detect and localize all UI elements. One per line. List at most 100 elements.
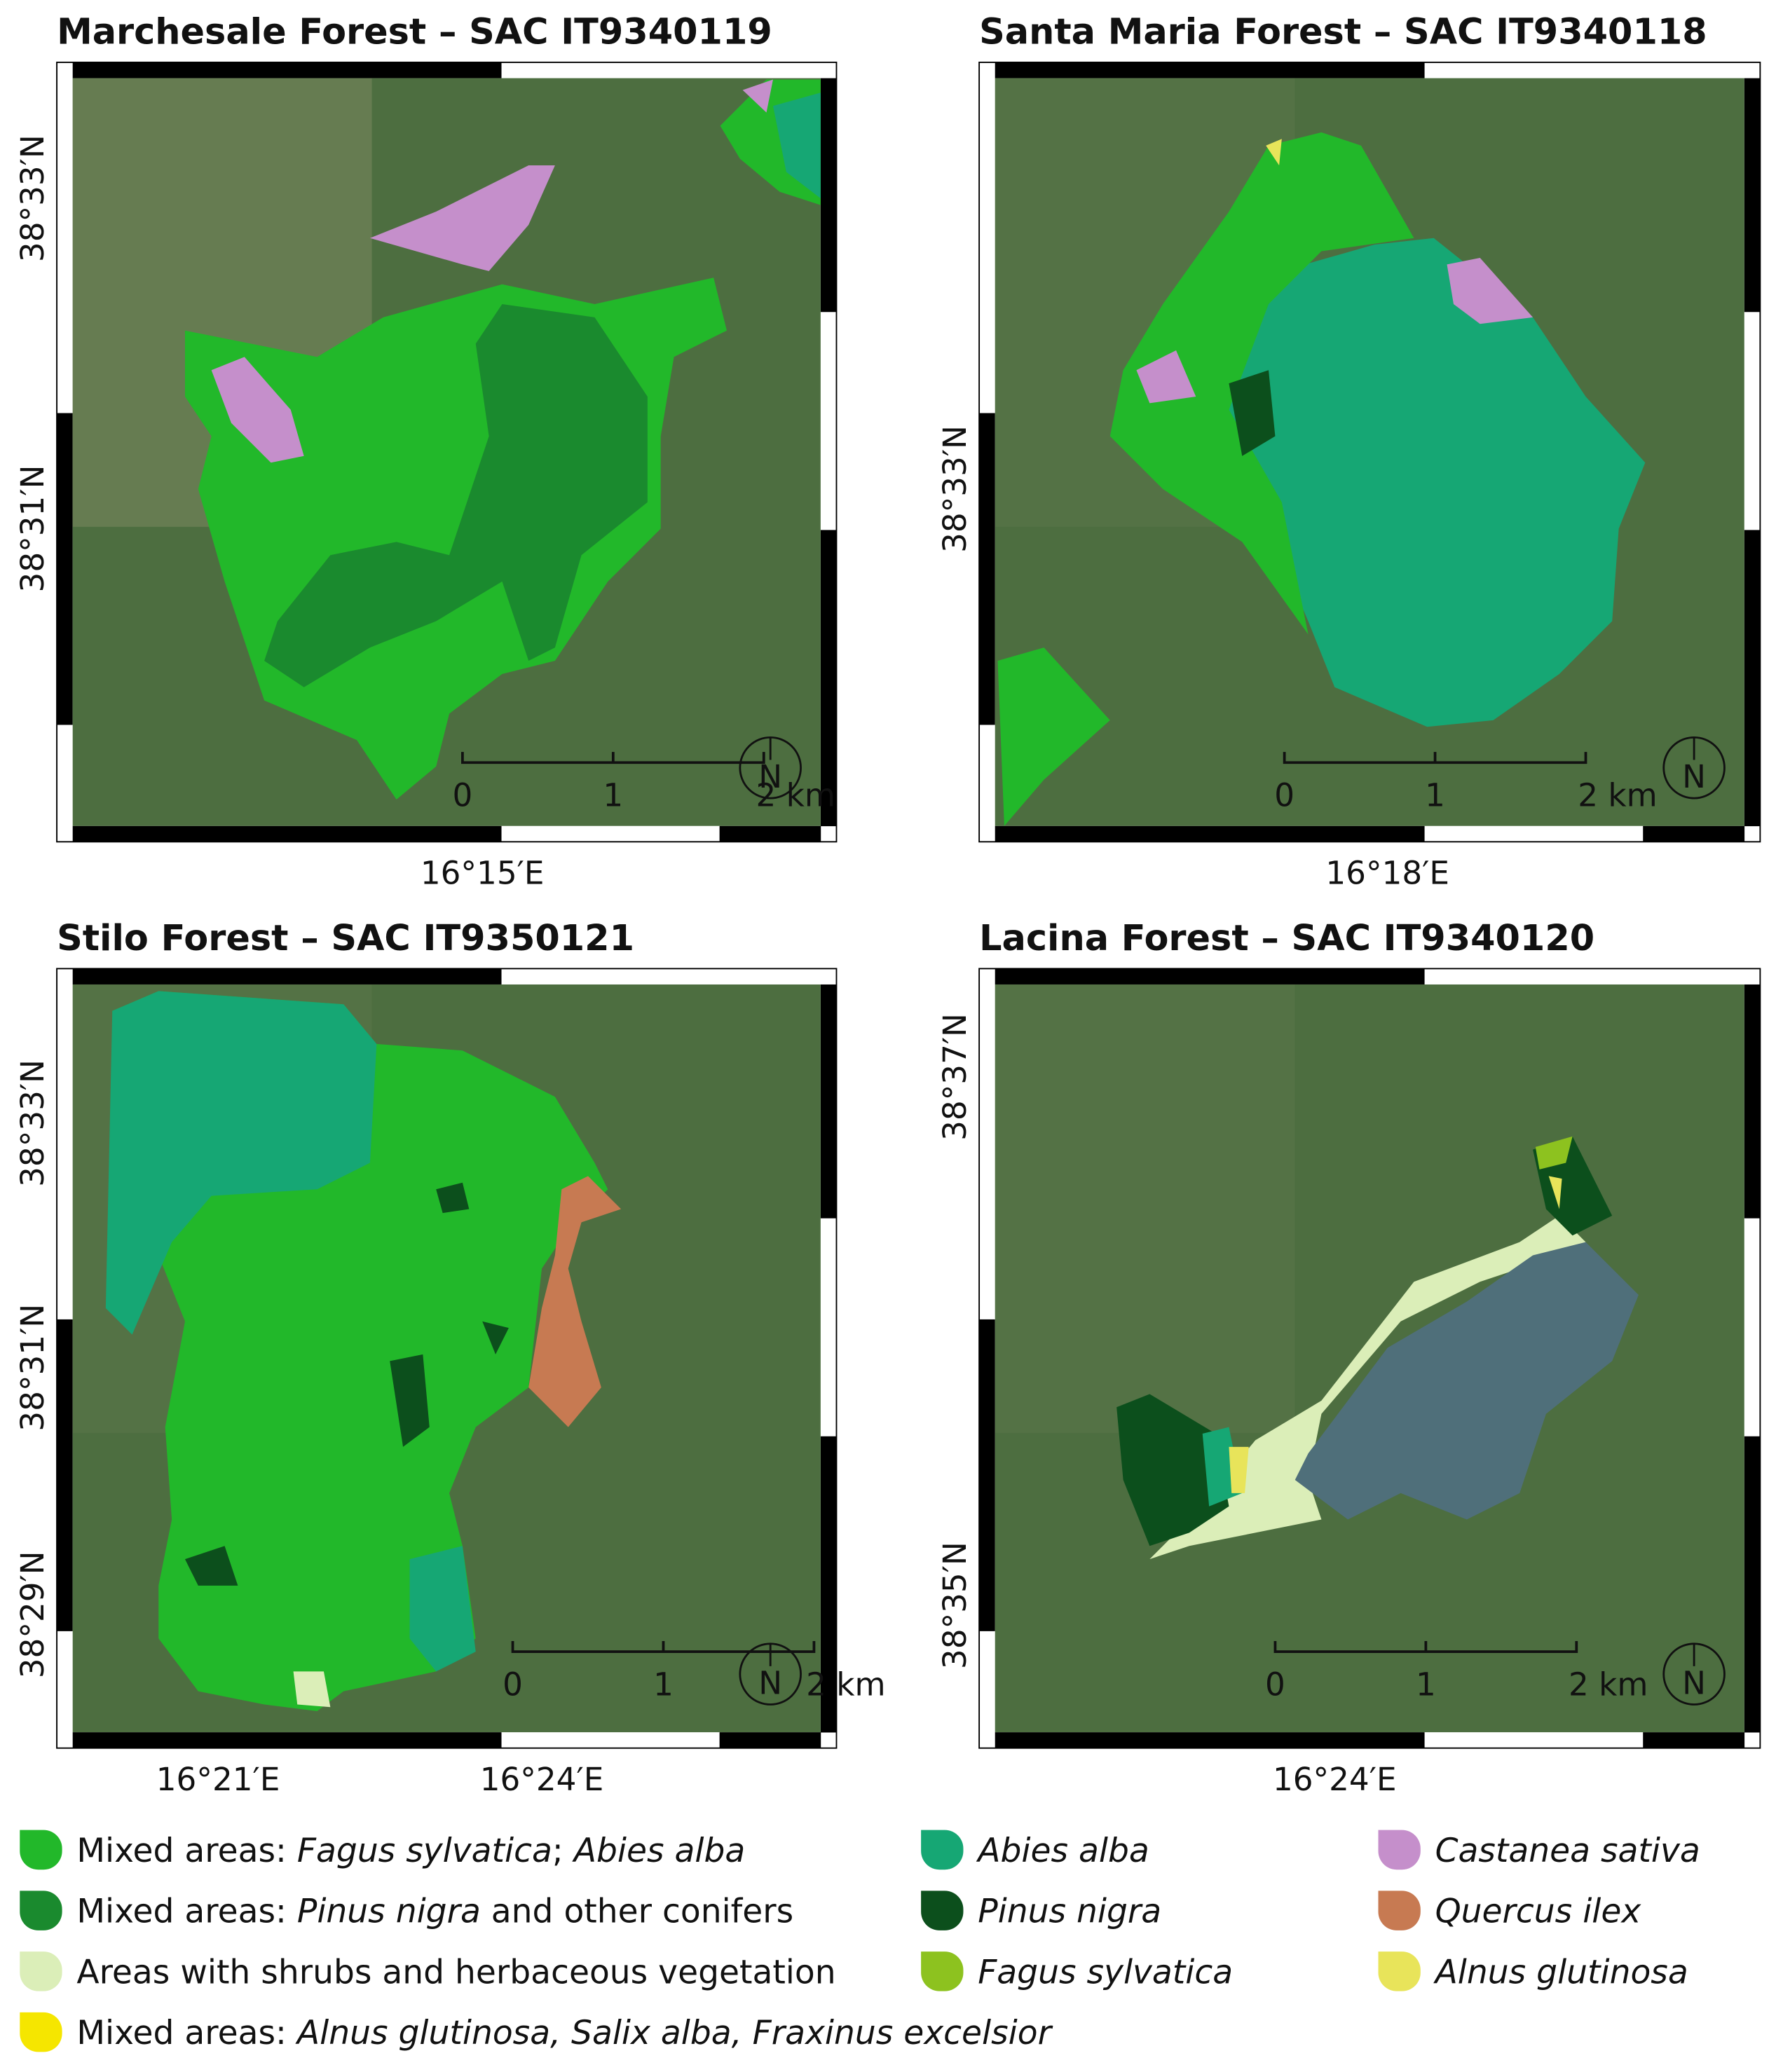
habitat-area — [390, 1354, 430, 1447]
map-panel: 0 1 2 kmN — [56, 62, 838, 843]
legend-swatch — [921, 1891, 964, 1930]
legend-text: Fagus sylvatica — [297, 1832, 552, 1870]
scale-label: 2 km — [1569, 1666, 1648, 1703]
legend-text: Alnus glutinosa — [1433, 1953, 1688, 1991]
scale-label: 2 km — [806, 1666, 885, 1703]
legend-swatch — [1378, 1951, 1421, 1991]
scale-label: 0 — [452, 776, 472, 814]
legend-label: Mixed areas: Alnus glutinosa, Salix alba… — [76, 2014, 1053, 2052]
frame-bar — [1744, 1436, 1761, 1733]
legend-label: Mixed areas: Pinus nigra and other conif… — [76, 1893, 793, 1931]
latitude-label: 38°33′N — [936, 425, 974, 553]
north-label: N — [1682, 758, 1706, 795]
legend-text: Pinus nigra — [978, 1893, 1161, 1931]
habitat-area — [1136, 350, 1196, 404]
legend-label: Alnus glutinosa — [1433, 1953, 1688, 1991]
longitude-label: 16°24′E — [1273, 1761, 1397, 1798]
legend-label: Castanea sativa — [1435, 1832, 1700, 1870]
legend-text: Abies alba — [976, 1832, 1149, 1870]
legend-text: Areas with shrubs and herbaceous vegetat… — [76, 1953, 835, 1991]
legend-swatch — [20, 2012, 62, 2052]
frame-bar — [57, 1319, 73, 1631]
frame-bar — [1744, 984, 1761, 1219]
habitat-area — [1535, 1136, 1573, 1169]
habitat-area — [1149, 1215, 1606, 1560]
habitat-area — [184, 1546, 238, 1586]
habitat-area — [772, 92, 821, 199]
frame-bar — [979, 413, 995, 725]
frame-bar — [820, 530, 837, 827]
frame-bar — [820, 984, 837, 1219]
map-panel: 0 1 2 km N — [56, 968, 886, 1749]
map-panel: 0 1 2 km N — [978, 968, 1761, 1749]
legend-swatch — [921, 1951, 964, 1991]
legend-swatch — [1378, 1830, 1421, 1870]
scale-label: 1 — [1416, 1666, 1436, 1703]
frame-bar — [72, 62, 502, 78]
legend-text: Abies alba — [572, 1832, 746, 1870]
north-label: N — [758, 1664, 782, 1701]
habitat-area — [1229, 1446, 1249, 1493]
legend-label: Pinus nigra — [978, 1893, 1161, 1931]
frame-bar — [995, 1732, 1425, 1748]
scale-label: 1 — [1425, 776, 1445, 814]
legend-label: Areas with shrubs and herbaceous vegetat… — [76, 1953, 835, 1991]
frame-bar — [1643, 825, 1745, 842]
latitude-label: 38°31′N — [14, 465, 51, 593]
scale-label: 0 — [503, 1666, 523, 1703]
satellite-image — [995, 984, 1744, 1733]
scale-label: 0 — [1274, 776, 1295, 814]
habitat-area — [105, 991, 377, 1335]
scale-bar — [461, 752, 765, 764]
habitat-area — [369, 165, 555, 271]
legend-swatch — [20, 1951, 62, 1991]
scale-label: 1 — [603, 776, 623, 814]
scale-bar — [1283, 752, 1587, 764]
legend-text: Mixed areas: — [76, 2014, 297, 2052]
scale-bar — [1273, 1641, 1578, 1653]
habitat-area — [528, 1176, 622, 1427]
habitat-area — [482, 1321, 509, 1354]
habitat-area — [1447, 257, 1533, 324]
latitude-label: 38°29′N — [14, 1551, 51, 1678]
legend-label: Fagus sylvatica — [978, 1953, 1233, 1991]
habitat-area — [436, 1182, 470, 1214]
legend-label: Mixed areas: Fagus sylvatica; Abies alba — [76, 1832, 745, 1870]
legend-label: Quercus ilex — [1435, 1893, 1642, 1931]
habitat-area — [1548, 1176, 1562, 1209]
latitude-label: 38°33′N — [14, 135, 51, 262]
habitat-area — [211, 357, 304, 463]
longitude-label: 16°21′E — [156, 1761, 280, 1798]
north-label: N — [1682, 1664, 1706, 1701]
legend-text: Fagus sylvatica — [978, 1953, 1233, 1991]
scale-label: 2 km — [756, 776, 835, 814]
habitat-area — [409, 1546, 476, 1672]
legend-swatch — [1378, 1891, 1421, 1930]
legend-text: Mixed areas: — [76, 1893, 297, 1931]
frame-bar — [1643, 1732, 1745, 1748]
satellite-texture — [995, 984, 1295, 1434]
habitat-area — [1295, 1242, 1639, 1520]
legend-swatch — [20, 1891, 62, 1930]
north-label: N — [758, 758, 782, 795]
scale-label: 0 — [1265, 1666, 1285, 1703]
legend-text: ; — [552, 1832, 574, 1870]
frame-bar — [57, 413, 73, 725]
map-title: Santa Maria Forest – SAC IT9340118 — [979, 12, 1707, 53]
frame-bar — [719, 1732, 821, 1748]
habitat-area — [1116, 1394, 1229, 1546]
frame-bar — [72, 1732, 502, 1748]
frame-bar — [995, 62, 1425, 78]
legend-label: Abies alba — [976, 1832, 1149, 1870]
scale-label: 1 — [653, 1666, 674, 1703]
habitat-area — [742, 79, 773, 113]
habitat-area — [997, 647, 1110, 826]
frame-bar — [719, 825, 821, 842]
frame-bar — [995, 825, 1425, 842]
legend-text: Alnus glutinosa, Salix alba, Fraxinus ex… — [295, 2014, 1053, 2052]
longitude-label: 16°24′E — [480, 1761, 604, 1798]
frame-bar — [72, 968, 502, 984]
frame-bar — [820, 78, 837, 313]
